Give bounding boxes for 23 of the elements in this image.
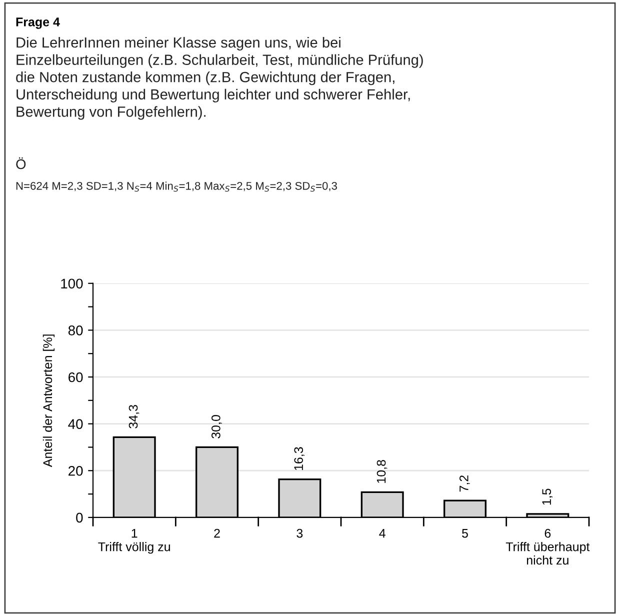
y-axis-title: Anteil der Antworten [%]: [42, 334, 55, 468]
y-tick-label: 40: [68, 419, 83, 429]
data-label: 10,8: [376, 460, 388, 483]
y-tick-label: 100: [61, 278, 83, 289]
data-label: 16,3: [294, 447, 304, 470]
data-label: 1,5: [542, 488, 552, 505]
x-tick-label: 2: [214, 528, 220, 538]
y-tick-label: 0: [76, 512, 83, 523]
y-tick-label: 20: [68, 466, 83, 476]
y-tick-label: 80: [68, 326, 83, 336]
chart-subtitle: Die LehrerInnen meiner Klasse sagen uns, wie bei Einzelbeurteilungen (z.B. Schularbeit, Test, mündliche Prüfung) die Noten zustande kommen (z.B. Gewichtung der Fragen, Unterscheidung und Bewertung leichter und schwerer Fehler, Bewertung von Folgefehlern).: [16, 36, 423, 120]
x-tick-label: 5: [462, 529, 468, 538]
text: Ö: [16, 157, 26, 170]
x-tick-label: 1 Trifft völlig zu: [98, 529, 170, 554]
chart-title: Frage 4: [16, 18, 60, 29]
x-tick-label: 4: [379, 529, 386, 538]
x-tick-label: 6 Trifft überhaupt nicht zu: [506, 528, 590, 565]
data-label: 34,3: [128, 405, 140, 428]
data-label: 30,0: [212, 415, 222, 438]
data-label: 7,2: [460, 476, 470, 492]
x-tick-label: 3: [296, 528, 303, 538]
y-tick-label: 60: [68, 372, 83, 382]
text: N=624 M=2,3 SD=1,3 N$_{S}$=4 Min$_{S}$=1,8 Max$_{S}$=2,5 M$_{S}$=2,3 SD$_{S}$=0,3: [16, 182, 337, 192]
